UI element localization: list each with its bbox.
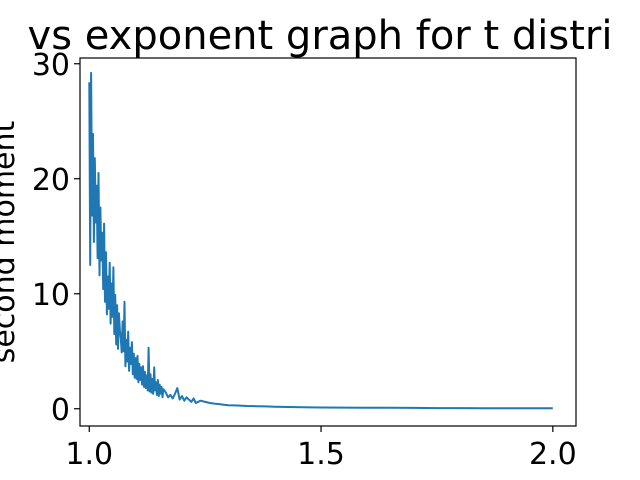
x-tick-label: 2.0 bbox=[529, 437, 577, 472]
x-tick-label: 1.5 bbox=[297, 437, 345, 472]
chart-title-text: vs exponent graph for t distri bbox=[28, 13, 613, 59]
chart-title: vs exponent graph for t distri bbox=[28, 13, 613, 59]
y-tick-label: 10 bbox=[32, 278, 70, 313]
y-axis: 0 10 20 30 bbox=[32, 48, 80, 428]
plot-area bbox=[88, 71, 553, 410]
axes-frame bbox=[79, 57, 577, 427]
series-line bbox=[88, 71, 553, 410]
y-axis-label: second moment bbox=[0, 120, 22, 363]
x-tick-label: 1.0 bbox=[65, 437, 113, 472]
y-tick-label: 30 bbox=[32, 48, 70, 83]
y-tick-label: 20 bbox=[32, 163, 70, 198]
y-tick-label: 0 bbox=[51, 393, 70, 428]
x-axis: 1.0 1.5 2.0 bbox=[65, 426, 577, 472]
